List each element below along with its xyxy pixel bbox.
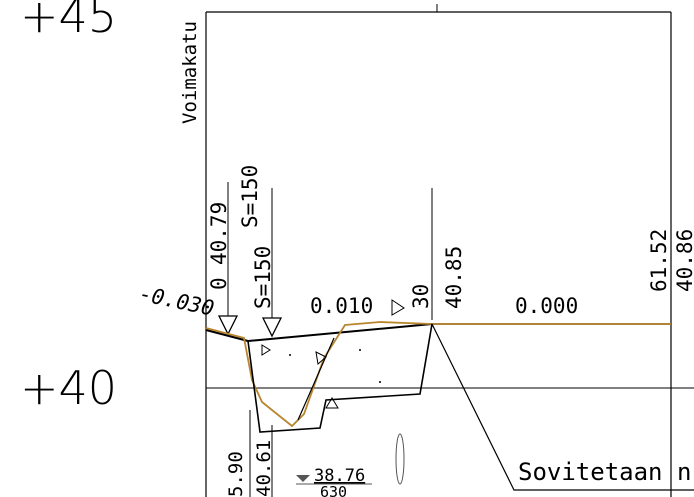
- street-name: Voimakatu: [179, 21, 201, 124]
- dimension-label-b: 40.61: [253, 440, 275, 497]
- elevation-label-upper: +45: [20, 0, 117, 43]
- water-level-sub: 630: [320, 483, 347, 497]
- dimension-label-a: 5.90: [225, 451, 247, 497]
- s-label-upper: S=150: [238, 165, 262, 228]
- slope-label-right: 0.000: [515, 294, 578, 318]
- water-level-label: 38.76: [314, 466, 365, 486]
- existing-ground-line: [205, 321, 671, 428]
- structure-outline: [247, 323, 433, 433]
- elevation-label-30: 40.85: [442, 246, 466, 309]
- water-level-marker: [395, 433, 405, 485]
- note-text: Sovitetaan n: [518, 458, 691, 486]
- station-label-end: 61.52: [647, 229, 671, 292]
- station-label-zero: 0: [207, 277, 231, 290]
- fill-dot: [289, 354, 291, 356]
- marker-arrow-left: [217, 315, 239, 336]
- elevation-label-lower: +40: [20, 361, 117, 415]
- elevation-label-end: 40.86: [673, 229, 694, 292]
- elevation-label-left: 40.79: [207, 202, 231, 265]
- fill-triangle-4: [325, 397, 339, 409]
- fill-dot: [379, 381, 381, 383]
- station-label-30: 30: [409, 284, 433, 309]
- s-label-lower: S=150: [251, 246, 275, 309]
- side-slope-line: [431, 323, 694, 491]
- marker-arrow-right: [261, 317, 283, 338]
- fill-dot: [359, 349, 361, 351]
- design-surface-left: [205, 329, 249, 342]
- fill-triangle-2: [261, 344, 271, 356]
- water-level-icon: [296, 475, 310, 482]
- structure-inner-line: [297, 337, 335, 421]
- fill-triangle-1: [391, 299, 405, 316]
- slope-label-mid: 0.010: [310, 294, 373, 318]
- slope-label-left: -0.030: [137, 281, 216, 320]
- fill-triangle-3: [315, 351, 327, 365]
